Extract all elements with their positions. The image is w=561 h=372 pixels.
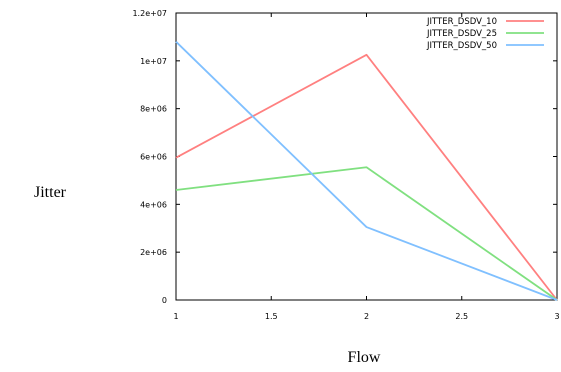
y-tick-label: 0 [162,296,167,305]
x-axis-ticks: 1 1.5 2 2.5 3 [173,13,560,321]
legend-label: JITTER_DSDV_10 [426,17,497,27]
series-line-jitter-dsdv-50 [175,41,558,301]
y-axis-ticks: 0 2e+06 4e+06 6e+06 8e+06 1e+07 1.2e+07 [132,9,557,305]
series-lines [175,41,558,301]
y-tick-label: 2e+06 [140,248,167,257]
y-axis-label: Jitter [34,184,67,201]
x-tick-label: 2.5 [455,312,468,321]
y-tick-label: 6e+06 [140,153,167,162]
x-tick-label: 1 [173,312,178,321]
x-tick-label: 2 [364,312,369,321]
legend: JITTER_DSDV_10 JITTER_DSDV_25 JITTER_DSDV_… [426,17,544,51]
x-axis-label: Flow [348,349,381,366]
y-tick-label: 8e+06 [140,105,167,114]
series-line-jitter-dsdv-25 [175,166,558,301]
y-tick-label: 4e+06 [140,200,167,209]
y-tick-label: 1e+07 [140,57,167,66]
x-tick-label: 3 [554,312,559,321]
series-line-jitter-dsdv-10 [175,53,558,301]
y-tick-label: 1.2e+07 [132,9,167,18]
legend-label: JITTER_DSDV_50 [426,41,497,51]
legend-label: JITTER_DSDV_25 [426,29,497,39]
x-tick-label: 1.5 [265,312,278,321]
